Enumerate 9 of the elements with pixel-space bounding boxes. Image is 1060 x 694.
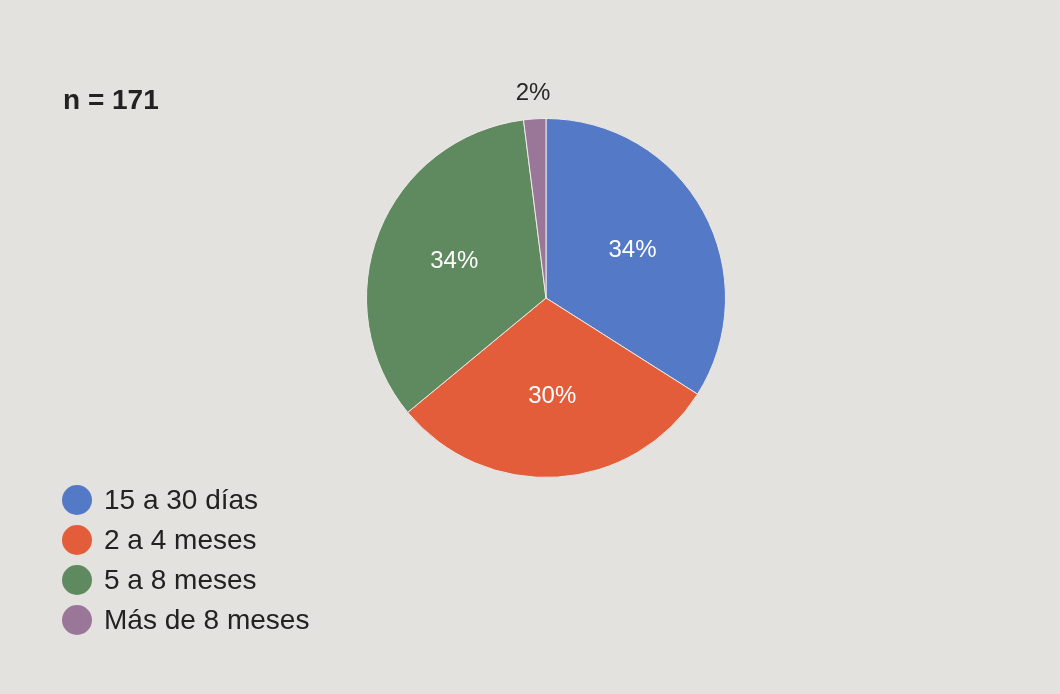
data-label: 34% <box>430 246 479 274</box>
legend-label: Más de 8 meses <box>104 604 310 636</box>
legend-label: 2 a 4 meses <box>104 524 257 556</box>
legend-label: 15 a 30 días <box>104 484 259 516</box>
legend-label: 5 a 8 meses <box>104 564 257 596</box>
data-label: 2% <box>515 77 551 105</box>
data-label: 34% <box>608 235 657 263</box>
data-label: 30% <box>528 381 577 409</box>
text: n = 171 <box>63 84 159 116</box>
